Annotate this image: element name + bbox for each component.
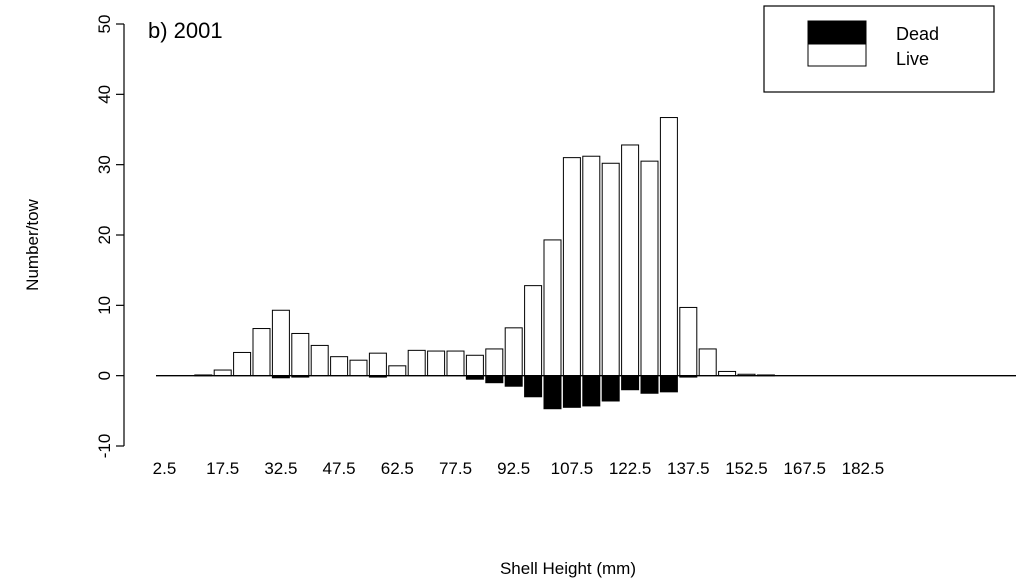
bar-live-97.5 (524, 285, 543, 377)
bar-live-47.5 (330, 356, 349, 377)
legend-swatch-live (807, 43, 867, 67)
x-tick-label: 182.5 (842, 459, 885, 478)
bar-dead-127.5 (640, 375, 659, 394)
bar-live-82.5 (465, 354, 484, 377)
bar-live-52.5 (349, 359, 368, 377)
x-tick-label: 152.5 (725, 459, 768, 478)
bar-dead-107.5 (562, 375, 581, 408)
bar-dead-97.5 (524, 375, 543, 398)
y-tick-label: 20 (95, 226, 114, 245)
bar-live-62.5 (388, 365, 407, 377)
x-tick-label: 77.5 (439, 459, 472, 478)
bar-live-22.5 (233, 351, 252, 377)
bar-live-127.5 (640, 160, 659, 377)
bar-dead-117.5 (601, 375, 620, 402)
y-tick-label: 10 (95, 296, 114, 315)
bar-live-102.5 (543, 239, 562, 377)
x-axis: 2.5 17.5 32.5 47.5 62.5 77.5 92.5 107.5 122.5 137… (153, 459, 884, 478)
x-tick-label: 92.5 (497, 459, 530, 478)
bar-live-72.5 (427, 350, 446, 377)
bars (156, 117, 1016, 410)
x-tick-label: 167.5 (783, 459, 826, 478)
legend-box (763, 5, 995, 93)
bar-dead-92.5 (504, 375, 523, 387)
legend-swatch-dead (807, 20, 867, 44)
bar-live-27.5 (252, 328, 271, 377)
y-axis-title: Number/tow (23, 198, 42, 290)
bar-live-17.5 (213, 369, 232, 377)
bar-live-107.5 (562, 157, 581, 377)
bar-live-92.5 (504, 327, 523, 377)
x-tick-label: 107.5 (551, 459, 594, 478)
bar-live-42.5 (310, 344, 329, 377)
x-tick-label: 122.5 (609, 459, 652, 478)
legend-label-dead: Dead (896, 24, 939, 44)
bar-live-57.5 (368, 352, 387, 377)
bar-live-122.5 (621, 144, 640, 377)
bar-live-87.5 (485, 348, 504, 377)
legend: Dead Live (763, 5, 995, 93)
bar-dead-132.5 (659, 375, 678, 393)
x-tick-label: 47.5 (323, 459, 356, 478)
x-tick-label: 2.5 (153, 459, 177, 478)
x-tick-label: 32.5 (264, 459, 297, 478)
legend-label-live: Live (896, 49, 929, 69)
y-tick-label: 0 (95, 371, 114, 380)
bar-live-112.5 (582, 155, 601, 377)
y-tick-label: 30 (95, 155, 114, 174)
bar-live-132.5 (659, 117, 678, 377)
y-tick-label: 40 (95, 85, 114, 104)
bar-live-32.5 (271, 309, 290, 377)
bar-dead-122.5 (621, 375, 640, 391)
y-tick-label: 50 (95, 15, 114, 34)
bar-live-77.5 (446, 350, 465, 377)
y-axis: -10 0 10 20 30 40 50 (95, 15, 125, 459)
bar-live-142.5 (698, 348, 717, 377)
bar-live-137.5 (679, 306, 698, 377)
x-tick-label: 137.5 (667, 459, 710, 478)
bar-dead-112.5 (582, 375, 601, 407)
x-tick-label: 62.5 (381, 459, 414, 478)
x-tick-label: 17.5 (206, 459, 239, 478)
y-tick-label: -10 (95, 434, 114, 459)
chart-title: b) 2001 (148, 18, 223, 43)
bar-live-67.5 (407, 349, 426, 377)
bar-dead-87.5 (485, 375, 504, 384)
x-axis-title: Shell Height (mm) (500, 559, 636, 578)
bar-dead-102.5 (543, 375, 562, 410)
bar-live-37.5 (291, 332, 310, 377)
bar-live-117.5 (601, 162, 620, 377)
